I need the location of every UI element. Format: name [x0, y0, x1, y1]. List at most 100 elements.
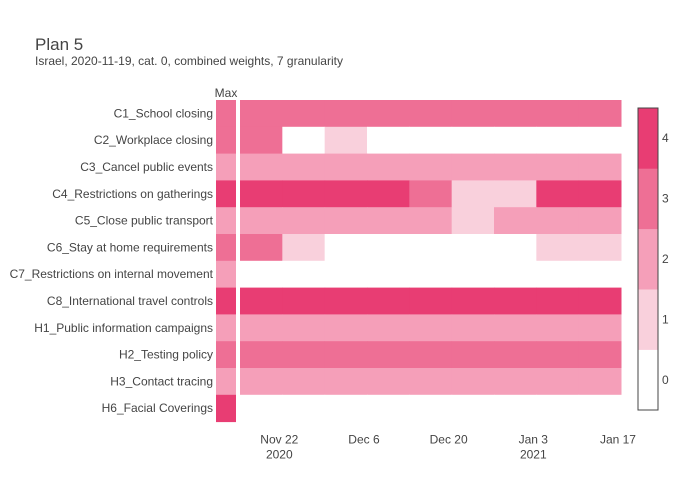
chart-subtitle: Israel, 2020-11-19, cat. 0, combined wei…: [35, 54, 343, 68]
heatmap-cell: [536, 207, 580, 235]
heatmap-cell: [494, 180, 537, 208]
heatmap-cell: [367, 314, 410, 342]
max-cell: [216, 314, 236, 342]
heatmap-cell: [282, 341, 326, 369]
x-tick-label: Jan 3: [519, 433, 549, 447]
heatmap-cell: [536, 180, 580, 208]
heatmap-cell: [409, 100, 453, 128]
heatmap-cell: [282, 207, 326, 235]
heatmap-cell: [578, 368, 622, 396]
heatmap-cell: [324, 180, 368, 208]
max-cell: [216, 368, 236, 396]
row-label: C6_Stay at home requirements: [47, 240, 213, 254]
heatmap-cell: [451, 153, 495, 181]
heatmap-cell: [536, 368, 580, 396]
heatmap-cell: [324, 314, 368, 342]
x-tick-label: Dec 20: [430, 433, 468, 447]
x-tick-year: 2020: [266, 448, 293, 462]
heatmap-cell: [451, 368, 495, 396]
heatmap-cell: [451, 287, 495, 315]
heatmap-cell: [494, 100, 537, 128]
heatmap-cell: [240, 100, 283, 128]
heatmap-cell: [578, 207, 622, 235]
max-cell: [216, 394, 236, 423]
heatmap-cell: [367, 341, 410, 369]
row-label: C3_Cancel public events: [80, 160, 213, 174]
colorbar-tick-label: 2: [662, 252, 669, 266]
heatmap-cell: [324, 126, 368, 155]
heatmap-cell: [240, 126, 283, 155]
max-cell: [216, 153, 236, 181]
heatmap-cell: [324, 287, 368, 315]
heatmap-cell: [451, 126, 495, 155]
x-tick-label: Dec 6: [348, 433, 380, 447]
max-cell: [216, 126, 236, 155]
heatmap-cell: [324, 153, 368, 181]
x-tick-label: Nov 22: [260, 433, 298, 447]
heatmap-cell: [409, 260, 453, 289]
heatmap-cell: [282, 287, 326, 315]
heatmap-cell: [324, 260, 368, 289]
max-cell: [216, 260, 236, 289]
heatmap-cell: [451, 180, 495, 208]
heatmap-cell: [494, 287, 537, 315]
heatmap-cell: [494, 260, 537, 289]
row-label: H3_Contact tracing: [110, 374, 213, 388]
heatmap-cell: [240, 287, 283, 315]
chart-title: Plan 5: [35, 35, 83, 54]
heatmap-cell: [536, 314, 580, 342]
heatmap-cell: [367, 394, 410, 423]
heatmap-cell: [494, 394, 537, 423]
heatmap-cell: [282, 260, 326, 289]
max-column-label: Max: [215, 86, 238, 100]
heatmap-cell: [282, 394, 326, 423]
heatmap-cell: [536, 234, 580, 262]
heatmap-cell: [409, 180, 453, 208]
max-cell: [216, 234, 236, 262]
heatmap-cell: [367, 207, 410, 235]
heatmap-cell: [367, 368, 410, 396]
heatmap-cell: [240, 207, 283, 235]
heatmap-cell: [324, 341, 368, 369]
heatmap-cell: [409, 287, 453, 315]
heatmap-cell: [282, 126, 326, 155]
colorbar-segment: [638, 108, 658, 169]
heatmap-cells: [240, 100, 622, 423]
max-cell: [216, 100, 236, 128]
heatmap-cell: [451, 341, 495, 369]
colorbar-segment: [638, 349, 658, 411]
max-cell: [216, 341, 236, 369]
max-column: [216, 100, 236, 423]
heatmap-cell: [578, 260, 622, 289]
heatmap-cell: [367, 234, 410, 262]
heatmap-cell: [409, 153, 453, 181]
heatmap-cell: [409, 394, 453, 423]
heatmap-cell: [536, 260, 580, 289]
heatmap-cell: [367, 153, 410, 181]
colorbar: 0 1 2 3 4: [637, 107, 669, 411]
max-cell: [216, 207, 236, 235]
row-label: C4_Restrictions on gatherings: [52, 187, 213, 201]
max-cell: [216, 287, 236, 315]
heatmap-cell: [409, 126, 453, 155]
colorbar-tick-label: 1: [662, 312, 669, 326]
row-label: C5_Close public transport: [75, 214, 214, 228]
heatmap-cell: [409, 314, 453, 342]
heatmap-cell: [282, 100, 326, 128]
heatmap-cell: [578, 153, 622, 181]
heatmap-cell: [240, 180, 283, 208]
heatmap-cell: [494, 368, 537, 396]
heatmap-cell: [536, 287, 580, 315]
heatmap-cell: [324, 100, 368, 128]
heatmap-cell: [536, 126, 580, 155]
heatmap-cell: [494, 153, 537, 181]
heatmap-cell: [240, 394, 283, 423]
heatmap-cell: [578, 180, 622, 208]
colorbar-tick-label: 4: [662, 131, 669, 145]
heatmap-cell: [578, 126, 622, 155]
heatmap-cell: [409, 341, 453, 369]
row-labels: C1_School closing C2_Workplace closing C3_…: [10, 106, 214, 415]
heatmap-cell: [282, 153, 326, 181]
x-tick-label: Jan 17: [600, 433, 636, 447]
